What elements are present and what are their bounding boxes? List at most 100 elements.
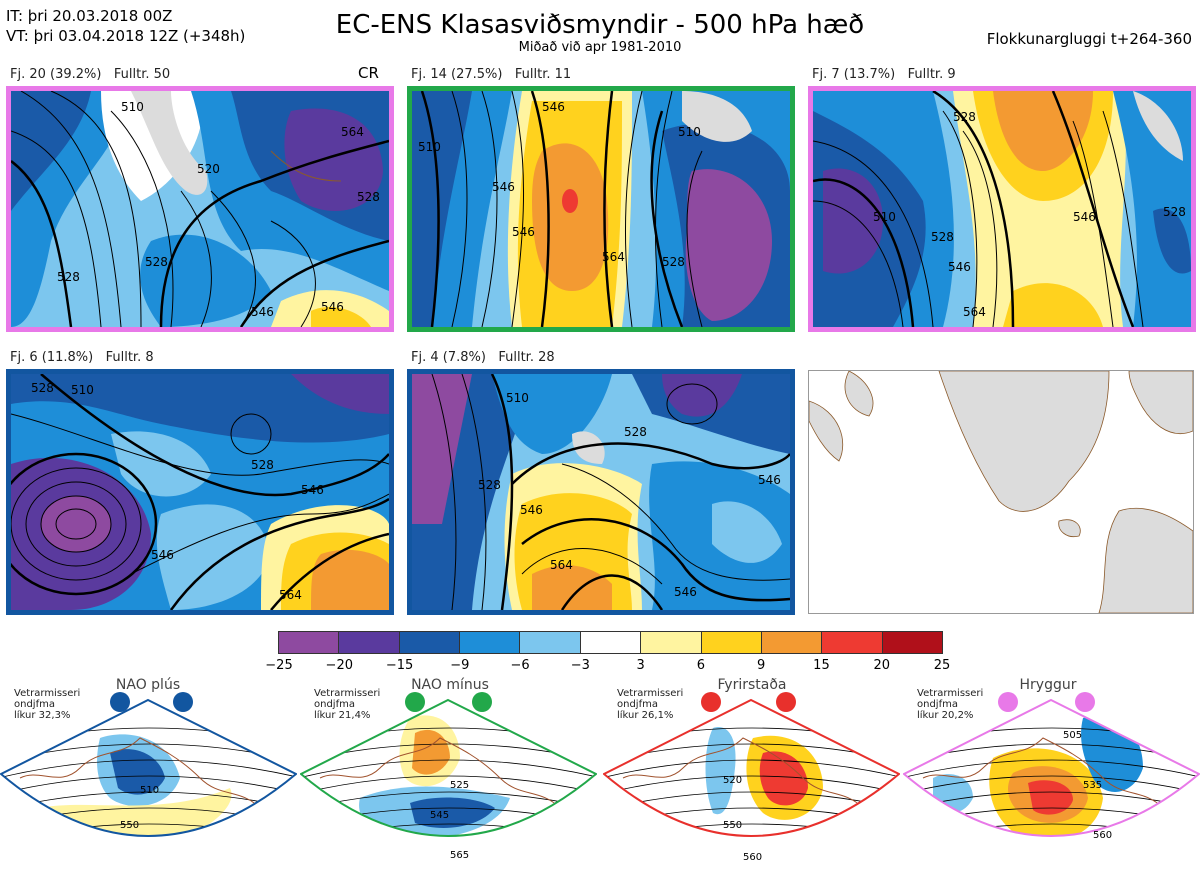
base-map bbox=[808, 370, 1194, 614]
coastline bbox=[319, 737, 561, 809]
height-contour bbox=[903, 856, 1200, 868]
regime-contour-label: 525 bbox=[450, 780, 469, 791]
height-contour bbox=[903, 840, 1200, 860]
regime-contour-label: 550 bbox=[120, 820, 139, 831]
contour-label: 528 bbox=[251, 458, 274, 472]
regime-marker-dot bbox=[701, 692, 721, 712]
regime-border bbox=[300, 698, 597, 837]
regime-title: NAO mínus bbox=[411, 677, 489, 693]
colorbar-tick-label: −25 bbox=[265, 658, 293, 673]
coastline bbox=[19, 737, 261, 809]
coastline bbox=[622, 737, 864, 809]
anomaly-area bbox=[933, 774, 973, 813]
colorbar bbox=[278, 631, 943, 654]
colorbar-segment bbox=[580, 632, 642, 653]
page-title: EC-ENS Klasasviðsmyndir - 500 hPa hæð bbox=[335, 10, 865, 40]
regime-marker-dot bbox=[998, 692, 1018, 712]
contour-label: 528 bbox=[1163, 205, 1186, 219]
contour-label: 510 bbox=[418, 140, 441, 154]
height-contour bbox=[904, 775, 1199, 797]
colorbar-tick-label: −9 bbox=[450, 658, 470, 673]
anomaly-area bbox=[410, 797, 495, 828]
contour-label: 546 bbox=[151, 548, 174, 562]
contour-label: 528 bbox=[931, 230, 954, 244]
contour-label: 546 bbox=[492, 180, 515, 194]
cluster-5-label: Fj. 4 (7.8%) Fulltr. 28 bbox=[411, 350, 555, 365]
height-contour bbox=[604, 759, 899, 781]
colorbar-tick-label: 3 bbox=[636, 658, 645, 673]
regime-contour-label: 550 bbox=[723, 820, 742, 831]
colorbar-segment bbox=[761, 632, 823, 653]
regime-contour-label: 545 bbox=[430, 810, 449, 821]
cluster-2-map: 546 510 546 564 528 546 510 bbox=[407, 86, 795, 332]
regime-marker-dot bbox=[405, 692, 425, 712]
colorbar-tick-label: −20 bbox=[325, 658, 353, 673]
classification-window: Flokkunargluggi t+264-360 bbox=[986, 30, 1192, 48]
colorbar-tick-label: −3 bbox=[570, 658, 590, 673]
height-contour bbox=[604, 807, 899, 829]
regime-contour-label: 535 bbox=[1083, 780, 1102, 791]
colorbar-segment bbox=[520, 632, 581, 653]
regime-border bbox=[603, 698, 900, 837]
colorbar-segment bbox=[701, 632, 762, 653]
height-contour bbox=[300, 856, 597, 868]
colorbar-segment bbox=[339, 632, 400, 653]
contour-label: 546 bbox=[251, 305, 274, 319]
contour-label: 528 bbox=[357, 190, 380, 204]
colorbar-tick-label: 25 bbox=[933, 658, 951, 673]
colorbar-segment bbox=[882, 632, 942, 653]
regime-note: Vetrarmisseri ondjfma líkur 21,4% bbox=[314, 688, 381, 721]
contour-label: 510 bbox=[678, 125, 701, 139]
contour-label: 546 bbox=[321, 300, 344, 314]
contour-label: 528 bbox=[624, 425, 647, 439]
contour-label: 564 bbox=[963, 305, 986, 319]
regime-contour-label: 560 bbox=[743, 852, 762, 863]
contour-label: 528 bbox=[31, 381, 54, 395]
contour-label: 564 bbox=[602, 250, 625, 264]
height-contour bbox=[0, 856, 297, 868]
contour-label: 528 bbox=[57, 270, 80, 284]
anomaly-area bbox=[705, 727, 736, 815]
colorbar-segment bbox=[399, 632, 461, 653]
height-contour bbox=[904, 759, 1199, 781]
contour-label: 510 bbox=[873, 210, 896, 224]
contour-label: 564 bbox=[279, 588, 302, 602]
regime-marker-dot bbox=[776, 692, 796, 712]
height-contour bbox=[301, 759, 596, 781]
contour-label: 528 bbox=[953, 110, 976, 124]
regime-title: NAO plús bbox=[115, 677, 181, 693]
contour-label: 546 bbox=[758, 473, 781, 487]
contour-label: 510 bbox=[71, 383, 94, 397]
contour-label: 528 bbox=[662, 255, 685, 269]
contour-label: 528 bbox=[145, 255, 168, 269]
height-contour bbox=[301, 775, 596, 797]
cluster-3-map: 528 510 546 528 546 564 528 bbox=[808, 86, 1196, 332]
contour-label: 546 bbox=[512, 225, 535, 239]
contour-label: 564 bbox=[550, 558, 573, 572]
regime-border bbox=[903, 698, 1200, 837]
regime-map-2: 525 545 565 bbox=[300, 698, 597, 868]
anomaly-area bbox=[1028, 780, 1073, 815]
colorbar-tick-label: 6 bbox=[696, 658, 706, 673]
valid-time: VT: þri 03.04.2018 12Z (+348h) bbox=[6, 27, 246, 45]
regime-marker-dot bbox=[1075, 692, 1095, 712]
height-contour bbox=[0, 840, 297, 860]
header-times: IT: þri 20.03.2018 00Z VT: þri 03.04.201… bbox=[6, 6, 245, 46]
contour-label: 546 bbox=[948, 260, 971, 274]
coastline bbox=[922, 737, 1164, 809]
colorbar-tick-label: −15 bbox=[385, 658, 414, 673]
height-contour bbox=[904, 727, 1199, 749]
regime-contour-label: 565 bbox=[450, 850, 469, 861]
regime-marker-dot bbox=[173, 692, 193, 712]
contour-label: 564 bbox=[341, 125, 364, 139]
regime-contour-label: 560 bbox=[1093, 830, 1112, 841]
regime-map-1: 510 550 bbox=[0, 698, 297, 868]
contour-label: 546 bbox=[542, 100, 565, 114]
colorbar-segment bbox=[460, 632, 521, 653]
colorbar-tick-label: 9 bbox=[757, 658, 766, 673]
cluster-4-map: 528 510 528 546 546 564 bbox=[6, 369, 394, 615]
colorbar-segment bbox=[822, 632, 883, 653]
colorbar-tick-label: 15 bbox=[813, 658, 830, 673]
cluster-5-map: 510 528 528 546 546 564 546 bbox=[407, 369, 795, 615]
control-run-tag: CR bbox=[358, 64, 379, 82]
